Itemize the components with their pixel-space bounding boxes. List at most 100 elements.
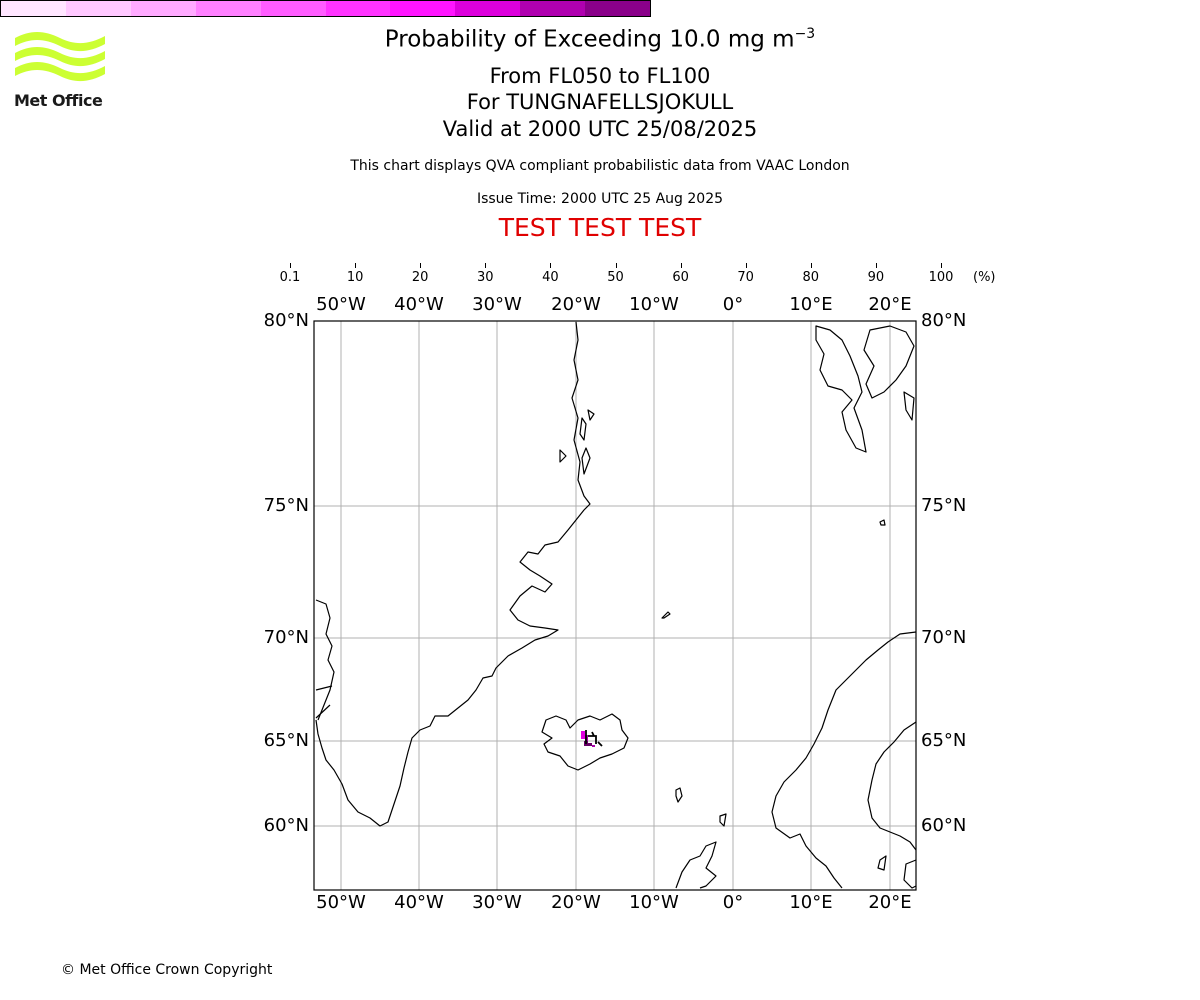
colorbar-tick-label: 20 xyxy=(411,270,429,285)
colorbar-tick xyxy=(875,263,877,268)
colorbar-segment xyxy=(260,1,326,16)
longitude-label: 20°E xyxy=(868,892,912,913)
longitude-label: 0° xyxy=(722,892,744,913)
latitude-label: 65°N xyxy=(921,730,967,751)
colorbar-tick xyxy=(485,263,487,268)
flight-level-range: From FL050 to FL100 xyxy=(489,64,711,88)
colorbar-segment xyxy=(195,1,261,16)
longitude-label: 40°W xyxy=(394,892,444,913)
test-banner: TEST TEST TEST xyxy=(498,213,702,242)
gotland-coast xyxy=(877,855,887,871)
map-frame xyxy=(313,320,917,891)
svalbard-coast xyxy=(903,391,915,421)
colorbar-segment xyxy=(130,1,196,16)
ash-cell xyxy=(581,731,585,739)
valid-time: Valid at 2000 UTC 25/08/2025 xyxy=(442,117,758,141)
copyright-notice: © Met Office Crown Copyright xyxy=(61,962,273,978)
greenland-fjord xyxy=(315,704,331,719)
colorbar-segment xyxy=(325,1,391,16)
latitude-label: 75°N xyxy=(921,495,967,516)
greenland-coast xyxy=(315,321,591,827)
colorbar-tick-label: 40 xyxy=(542,270,559,285)
colorbar-tick-label: 60 xyxy=(672,270,689,285)
colorbar-tick xyxy=(615,263,617,268)
colorbar-segment xyxy=(390,1,456,16)
greenland-island xyxy=(587,409,595,421)
colorbar-tick-label: 70 xyxy=(737,270,754,285)
chart-subtitle: This chart displays QVA compliant probab… xyxy=(350,158,850,174)
probability-colorbar xyxy=(0,0,651,17)
latitude-label: 80°N xyxy=(921,310,967,331)
longitude-label: 10°E xyxy=(789,892,833,913)
colorbar-tick xyxy=(810,263,812,268)
longitude-label: 50°W xyxy=(316,892,366,913)
ash-cell xyxy=(592,745,595,747)
longitude-label: 0° xyxy=(722,294,744,315)
scotland-coast xyxy=(675,841,717,889)
jan-mayen-coast xyxy=(661,611,671,619)
greenland-fjord xyxy=(315,685,333,691)
title-exponent: −3 xyxy=(794,26,816,42)
ash-cell xyxy=(588,743,592,746)
latitude-label: 65°N xyxy=(263,730,309,751)
latitude-label: 80°N xyxy=(263,310,309,331)
longitude-label: 20°W xyxy=(551,892,601,913)
norway-coast xyxy=(771,631,917,889)
greenland-coast-west xyxy=(315,599,335,721)
greenland-island xyxy=(559,449,567,463)
latitude-label: 60°N xyxy=(921,815,967,836)
longitude-label: 10°W xyxy=(629,892,679,913)
longitude-label: 10°W xyxy=(629,294,679,315)
title-text: Probability of Exceeding 10.0 mg m xyxy=(384,26,795,53)
volcano-name: For TUNGNAFELLSJOKULL xyxy=(466,90,734,114)
greenland-island xyxy=(579,417,587,441)
colorbar-tick xyxy=(680,263,682,268)
colorbar-tick xyxy=(941,263,942,268)
estonia-coast xyxy=(903,859,917,889)
svalbard-coast xyxy=(815,325,867,453)
colorbar-segment xyxy=(455,1,521,16)
colorbar-tick xyxy=(355,263,357,268)
longitude-label: 40°W xyxy=(394,294,444,315)
greenland-island xyxy=(581,447,591,475)
colorbar-segment xyxy=(65,1,131,16)
sweden-coast xyxy=(867,721,917,851)
latitude-label: 70°N xyxy=(921,627,967,648)
colorbar-tick-label: 10 xyxy=(346,270,364,285)
met-office-wave-logo-icon xyxy=(15,32,105,82)
longitude-label: 10°E xyxy=(789,294,833,315)
colorbar-tick-label: 30 xyxy=(477,270,494,285)
latitude-label: 75°N xyxy=(263,495,309,516)
longitude-label: 30°W xyxy=(472,892,522,913)
met-office-logo: Met Office xyxy=(14,30,108,112)
colorbar-tick-label: 0.1 xyxy=(279,270,301,285)
map-gridlines xyxy=(314,320,916,890)
colorbar-segment xyxy=(520,1,586,16)
chart-title: Probability of Exceeding 10.0 mg m−3 xyxy=(0,26,1200,53)
longitude-label: 50°W xyxy=(316,294,366,315)
latitude-label: 70°N xyxy=(263,627,309,648)
colorbar-tick xyxy=(290,263,291,268)
latitude-label: 60°N xyxy=(263,815,309,836)
colorbar-tick xyxy=(420,263,422,268)
bear-island-coast xyxy=(879,519,886,526)
colorbar-tick-label: 100 xyxy=(928,270,954,285)
colorbar-segment xyxy=(585,1,651,16)
colorbar-tick-label: 80 xyxy=(802,270,820,285)
colorbar-tick-label: 50 xyxy=(607,270,624,285)
ash-probability-field xyxy=(581,730,603,747)
colorbar-unit: (%) xyxy=(973,270,996,285)
issue-time: Issue Time: 2000 UTC 25 Aug 2025 xyxy=(476,191,724,207)
shetland-coast xyxy=(719,813,727,827)
coastlines xyxy=(315,321,917,889)
iceland-coast xyxy=(541,713,629,771)
longitude-label: 20°E xyxy=(868,294,912,315)
faroe-islands-coast xyxy=(675,787,683,803)
longitude-label: 30°W xyxy=(472,294,522,315)
colorbar-tick xyxy=(550,263,552,268)
colorbar-segment xyxy=(1,1,66,16)
ash-contour xyxy=(585,730,603,747)
logo-text: Met Office xyxy=(14,91,103,110)
colorbar-tick-label: 90 xyxy=(867,270,885,285)
